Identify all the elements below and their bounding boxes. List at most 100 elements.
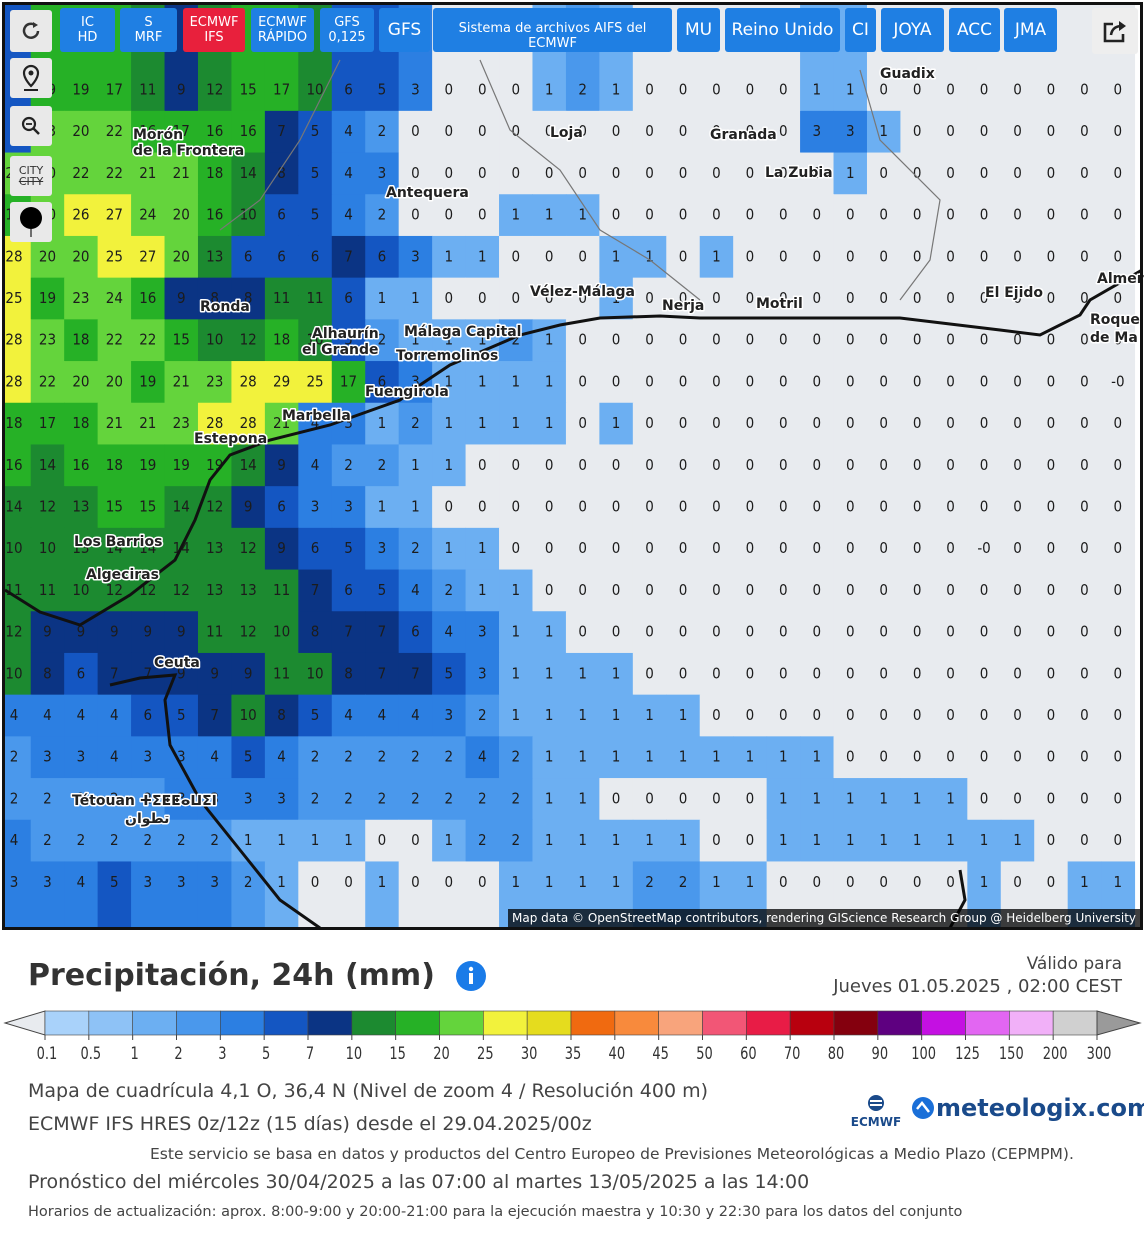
grid-value: 0 — [913, 581, 922, 599]
grid-value: 0 — [1013, 581, 1022, 599]
toolbar-button[interactable]: S MRF — [120, 8, 177, 52]
grid-cell — [866, 235, 901, 279]
grid-value: 0 — [879, 873, 888, 891]
toolbar-button[interactable]: Sistema de archivos AIFS del ECMWF — [433, 8, 672, 52]
grid-cell — [331, 235, 366, 279]
grid-cell — [933, 569, 968, 612]
legend-swatch — [789, 1010, 835, 1036]
grid-cell — [933, 444, 968, 487]
toolbar-button[interactable]: JMA — [1004, 8, 1057, 52]
grid-value: 0 — [478, 206, 487, 224]
place-label: Antequera — [386, 185, 469, 201]
grid-cell — [465, 527, 500, 571]
grid-value: 1 — [445, 456, 454, 474]
grid-cell — [666, 402, 701, 445]
grid-value: 1 — [578, 706, 587, 724]
marker-button[interactable] — [10, 202, 52, 242]
grid-value: 2 — [144, 789, 153, 807]
grid-value: 0 — [445, 164, 454, 182]
grid-cell — [866, 319, 901, 362]
grid-cell — [264, 277, 299, 320]
credit-info: Este servicio se basa en datos y product… — [150, 1145, 1074, 1163]
place-label: Guadix — [880, 66, 935, 82]
grid-value: 1 — [712, 748, 721, 766]
grid-cell — [499, 235, 533, 279]
toolbar-button[interactable]: ECMWF IFS — [183, 8, 245, 52]
grid-cell — [1000, 402, 1035, 445]
toolbar-button[interactable]: GFS — [379, 8, 430, 52]
toolbar-button[interactable]: JOYA — [881, 8, 944, 52]
grid-cell — [800, 319, 835, 362]
grid-value: 28 — [206, 414, 223, 432]
grid-value: 0 — [712, 664, 721, 682]
grid-value: 1 — [411, 498, 420, 516]
location-button[interactable] — [10, 58, 52, 98]
grid-value: 0 — [679, 623, 688, 641]
toolbar-button[interactable]: IC HD — [60, 8, 115, 52]
zoom-button[interactable] — [10, 106, 52, 146]
grid-value: 0 — [846, 706, 855, 724]
grid-value: 0 — [1013, 247, 1022, 265]
grid-value: 9 — [144, 623, 153, 641]
grid-cell — [197, 110, 232, 154]
grid-value: 0 — [746, 206, 755, 224]
grid-value: 1 — [545, 81, 554, 99]
grid-value: 1 — [612, 706, 621, 724]
button-label: GFS — [334, 15, 360, 30]
place-label: Ceuta — [154, 655, 200, 671]
grid-value: 19 — [173, 456, 190, 474]
grid-value: 6 — [277, 247, 286, 265]
grid-value: 0 — [813, 664, 822, 682]
toolbar-button[interactable]: ACC — [949, 8, 1000, 52]
grid-value: 0 — [712, 372, 721, 390]
grid-value: 2 — [378, 748, 387, 766]
grid-value: 1 — [545, 623, 554, 641]
grid-value: 1 — [813, 831, 822, 849]
share-button[interactable] — [1092, 8, 1138, 54]
legend-tick-label: 300 — [1087, 1043, 1112, 1063]
grid-cell — [231, 152, 266, 195]
grid-cell — [264, 861, 299, 928]
grid-value: 22 — [72, 164, 89, 182]
city-toggle[interactable]: CITY CITY — [10, 156, 52, 196]
grid-value: 0 — [1080, 372, 1089, 390]
grid-value: 29 — [273, 372, 290, 390]
legend-swatch — [1052, 1010, 1098, 1036]
grid-cell — [1000, 319, 1035, 362]
place-label: Vélez-Málaga — [530, 284, 635, 300]
grid-value: 2 — [411, 748, 420, 766]
grid-value: 19 — [139, 372, 156, 390]
grid-value: 16 — [72, 456, 89, 474]
info-icon[interactable] — [455, 960, 487, 992]
grid-value: 0 — [1114, 164, 1123, 182]
grid-value: 1 — [946, 831, 955, 849]
grid-cell — [97, 319, 132, 362]
grid-cell — [64, 736, 99, 779]
toolbar-button[interactable]: Reino Unido — [725, 8, 840, 52]
grid-cell — [432, 402, 467, 445]
grid-value: 0 — [813, 164, 822, 182]
grid-value: 3 — [177, 789, 186, 807]
grid-value: 0 — [578, 581, 587, 599]
grid-cell — [197, 694, 232, 737]
grid-value: 0 — [1114, 581, 1123, 599]
grid-value: 15 — [240, 81, 257, 99]
grid-value: 23 — [39, 331, 56, 349]
button-label: MU — [684, 19, 713, 40]
grid-cell — [800, 694, 835, 737]
grid-cell — [532, 402, 567, 445]
toolbar-button[interactable]: CI — [845, 8, 876, 52]
grid-value: 1 — [612, 748, 621, 766]
grid-cell — [398, 402, 433, 445]
grid-value: 0 — [411, 122, 420, 140]
grid-cell — [398, 235, 433, 279]
toolbar-button[interactable]: ECMWF RÁPIDO — [251, 8, 314, 52]
grid-value: 3 — [478, 664, 487, 682]
grid-value: 24 — [106, 289, 123, 307]
refresh-button[interactable] — [10, 10, 52, 52]
grid-value: 2 — [10, 789, 19, 807]
grid-cell — [465, 444, 500, 487]
grid-cell — [967, 235, 1002, 279]
toolbar-button[interactable]: MU — [677, 8, 720, 52]
toolbar-button[interactable]: GFS 0,125 — [320, 8, 374, 52]
